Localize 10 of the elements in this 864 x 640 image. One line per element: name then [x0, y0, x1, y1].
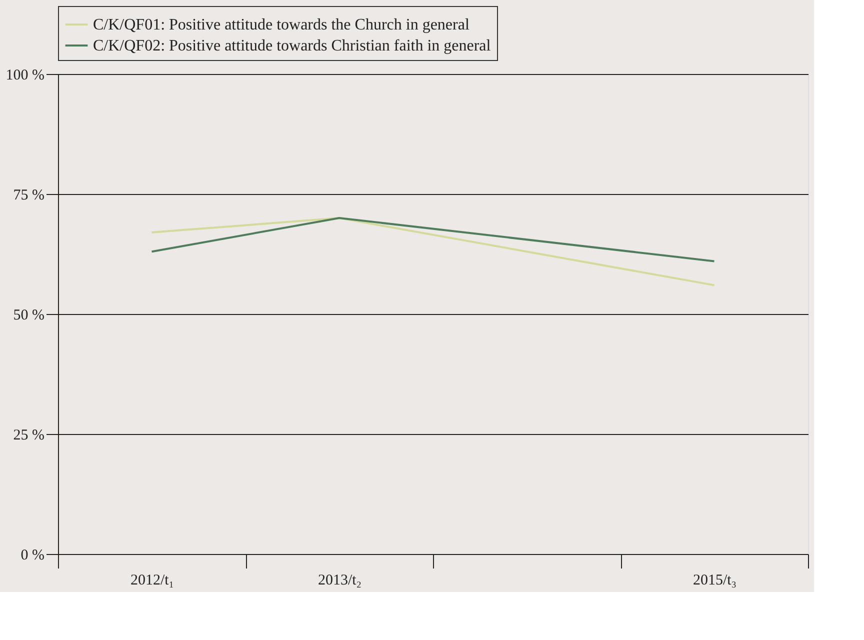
y-tick-label: 25 %: [13, 428, 44, 444]
x-tick-label: 2013/t₂: [318, 572, 362, 588]
y-tick-label: 100 %: [6, 68, 44, 84]
y-tick-label: 75 %: [13, 188, 44, 204]
x-tick-label: 2012/t₁: [130, 572, 174, 588]
y-tick-label: 50 %: [13, 308, 44, 324]
legend-label: C/K/QF02: Positive attitude towards Christian faith in general: [93, 38, 492, 54]
legend-label: C/K/QF01: Positive attitude towards the Church in general: [93, 16, 470, 34]
x-tick-label: 2015/t₃: [692, 572, 737, 588]
y-tick-label: 0 %: [20, 548, 44, 564]
